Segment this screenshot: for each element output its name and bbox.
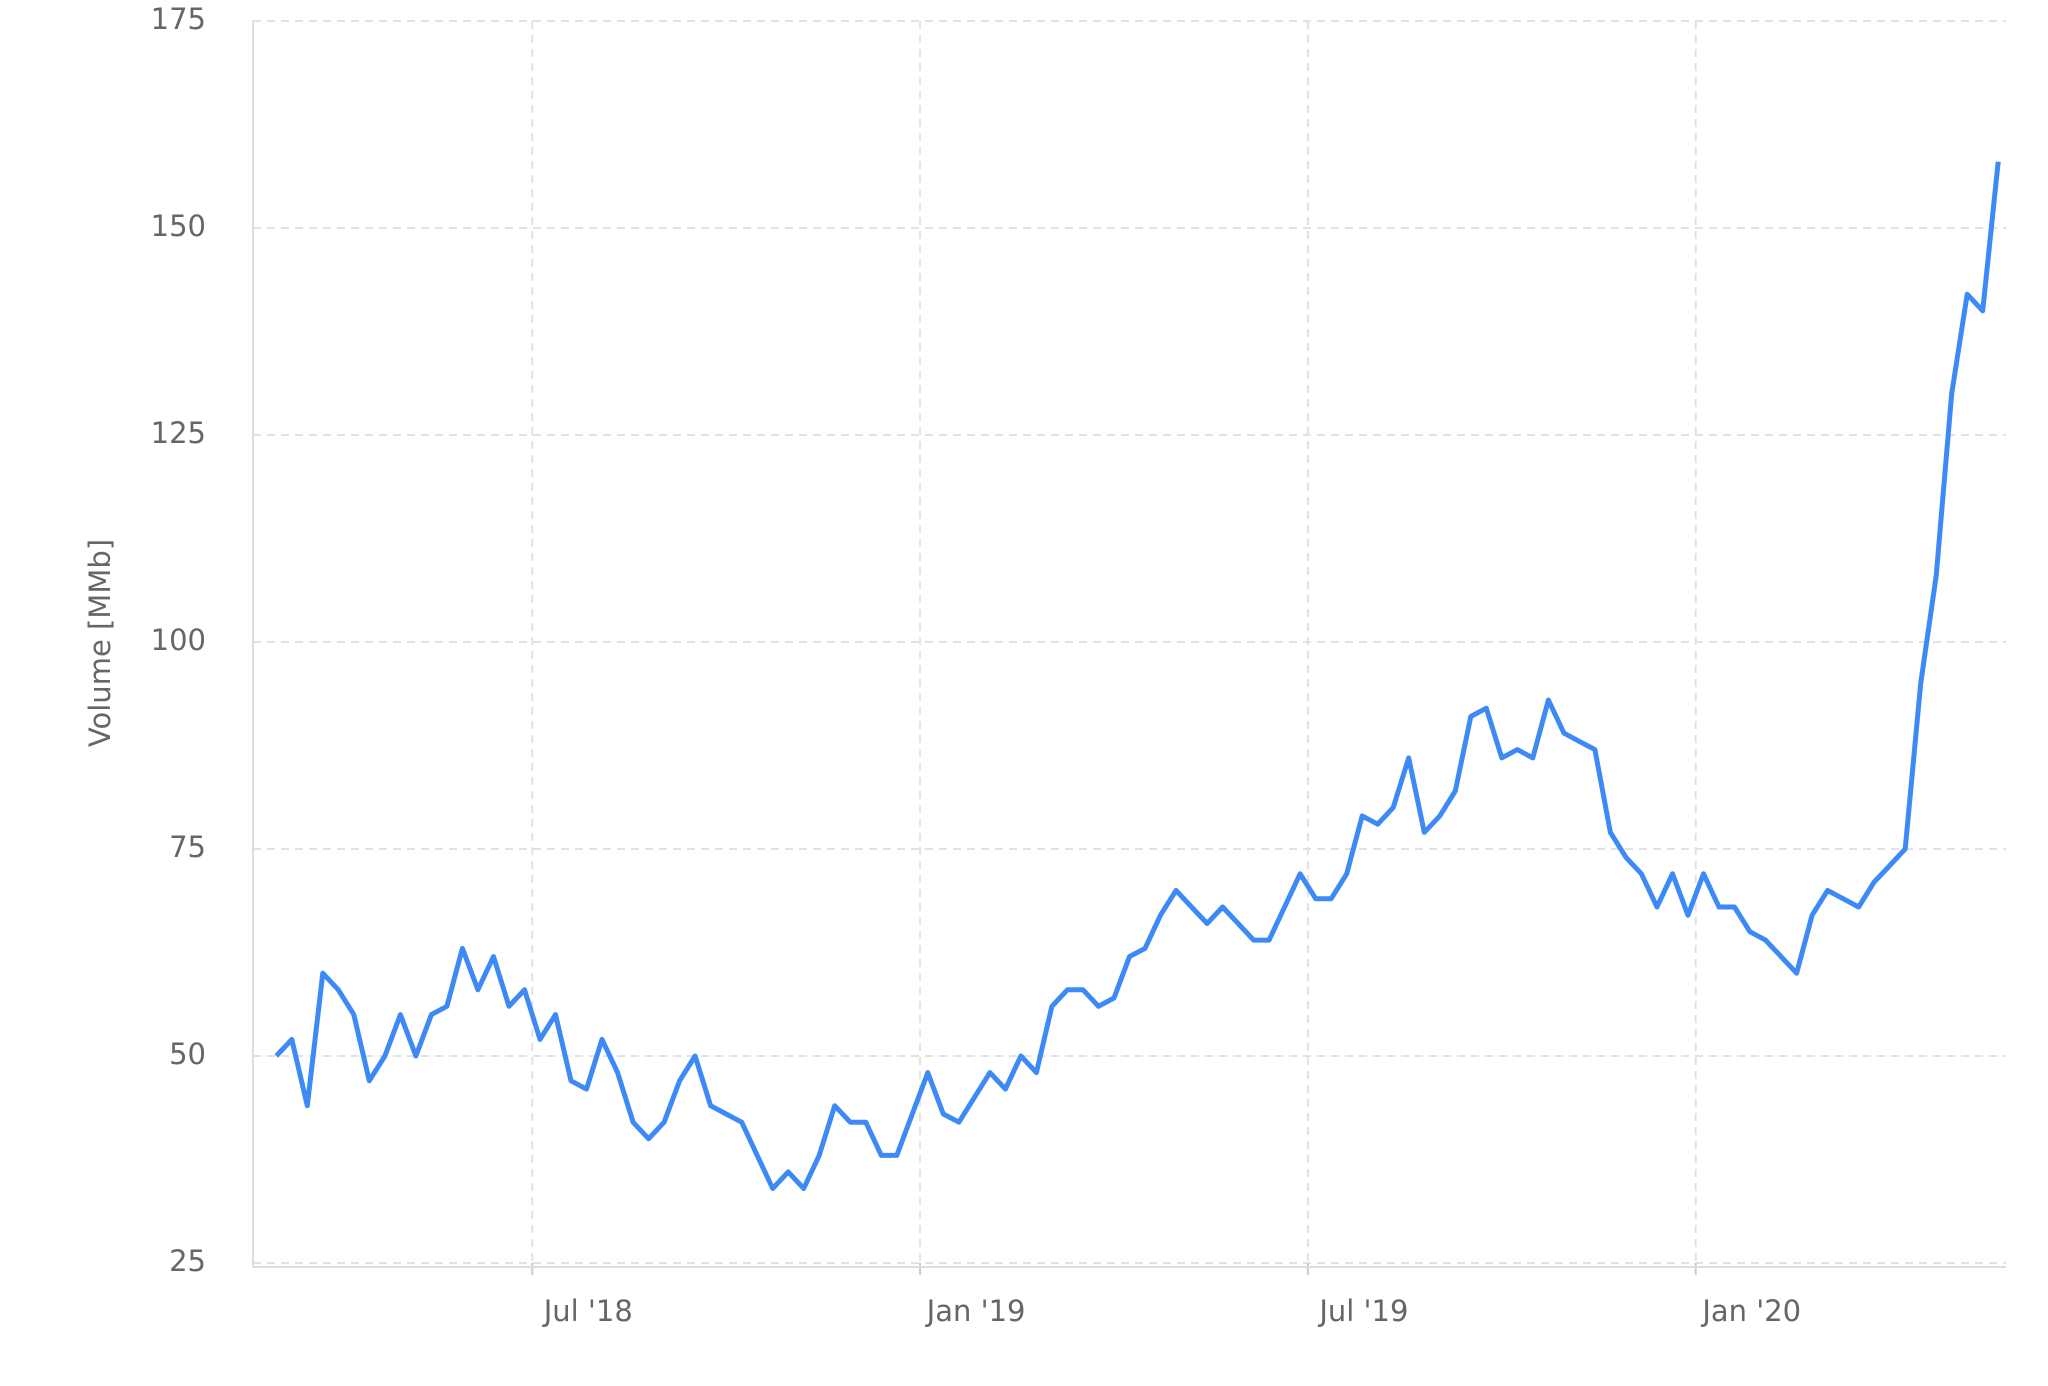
x-tick-label: Jan '19 xyxy=(925,1294,1026,1328)
x-tick-label: Jan '20 xyxy=(1700,1294,1801,1328)
y-tick-label: 25 xyxy=(169,1244,206,1278)
y-tick-label: 125 xyxy=(151,416,206,450)
y-axis-title: Volume [MMb] xyxy=(83,539,117,747)
data-line xyxy=(274,161,2001,1191)
y-tick-label: 100 xyxy=(151,623,206,657)
y-tick-label: 175 xyxy=(151,2,206,36)
y-tick-label: 50 xyxy=(169,1037,206,1071)
y-tick-label: 150 xyxy=(151,209,206,243)
x-tick-label: Jul '18 xyxy=(542,1294,633,1328)
x-tick-label: Jul '19 xyxy=(1317,1294,1408,1328)
y-tick-label: 75 xyxy=(169,830,206,864)
